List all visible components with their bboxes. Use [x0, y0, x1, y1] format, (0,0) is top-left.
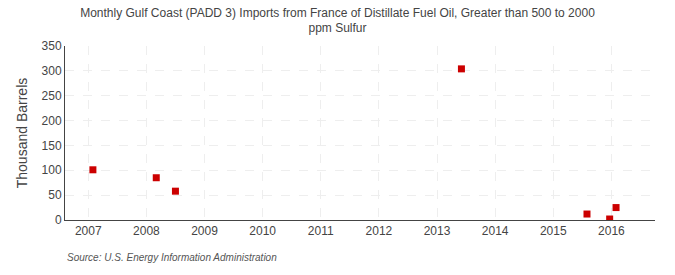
- svg-text:300: 300: [42, 64, 62, 78]
- svg-text:2009: 2009: [191, 224, 218, 238]
- svg-text:2007: 2007: [75, 224, 102, 238]
- svg-text:2010: 2010: [249, 224, 276, 238]
- svg-text:Monthly Gulf Coast (PADD 3) Im: Monthly Gulf Coast (PADD 3) Imports from…: [80, 6, 595, 36]
- svg-text:350: 350: [42, 39, 62, 53]
- svg-text:2015: 2015: [540, 224, 567, 238]
- svg-text:2016: 2016: [598, 224, 625, 238]
- svg-text:250: 250: [42, 89, 62, 103]
- svg-text:2013: 2013: [424, 224, 451, 238]
- svg-text:Source: U.S. Energy Informatio: Source: U.S. Energy Information Administ…: [67, 252, 277, 263]
- svg-text:2014: 2014: [482, 224, 509, 238]
- svg-text:Thousand Barrels: Thousand Barrels: [14, 78, 30, 189]
- svg-text:2008: 2008: [133, 224, 160, 238]
- svg-text:2012: 2012: [366, 224, 393, 238]
- svg-text:100: 100: [42, 163, 62, 177]
- svg-text:200: 200: [42, 114, 62, 128]
- svg-text:2011: 2011: [308, 224, 334, 238]
- svg-text:150: 150: [42, 139, 62, 153]
- svg-text:50: 50: [48, 188, 62, 202]
- svg-text:0: 0: [55, 213, 62, 227]
